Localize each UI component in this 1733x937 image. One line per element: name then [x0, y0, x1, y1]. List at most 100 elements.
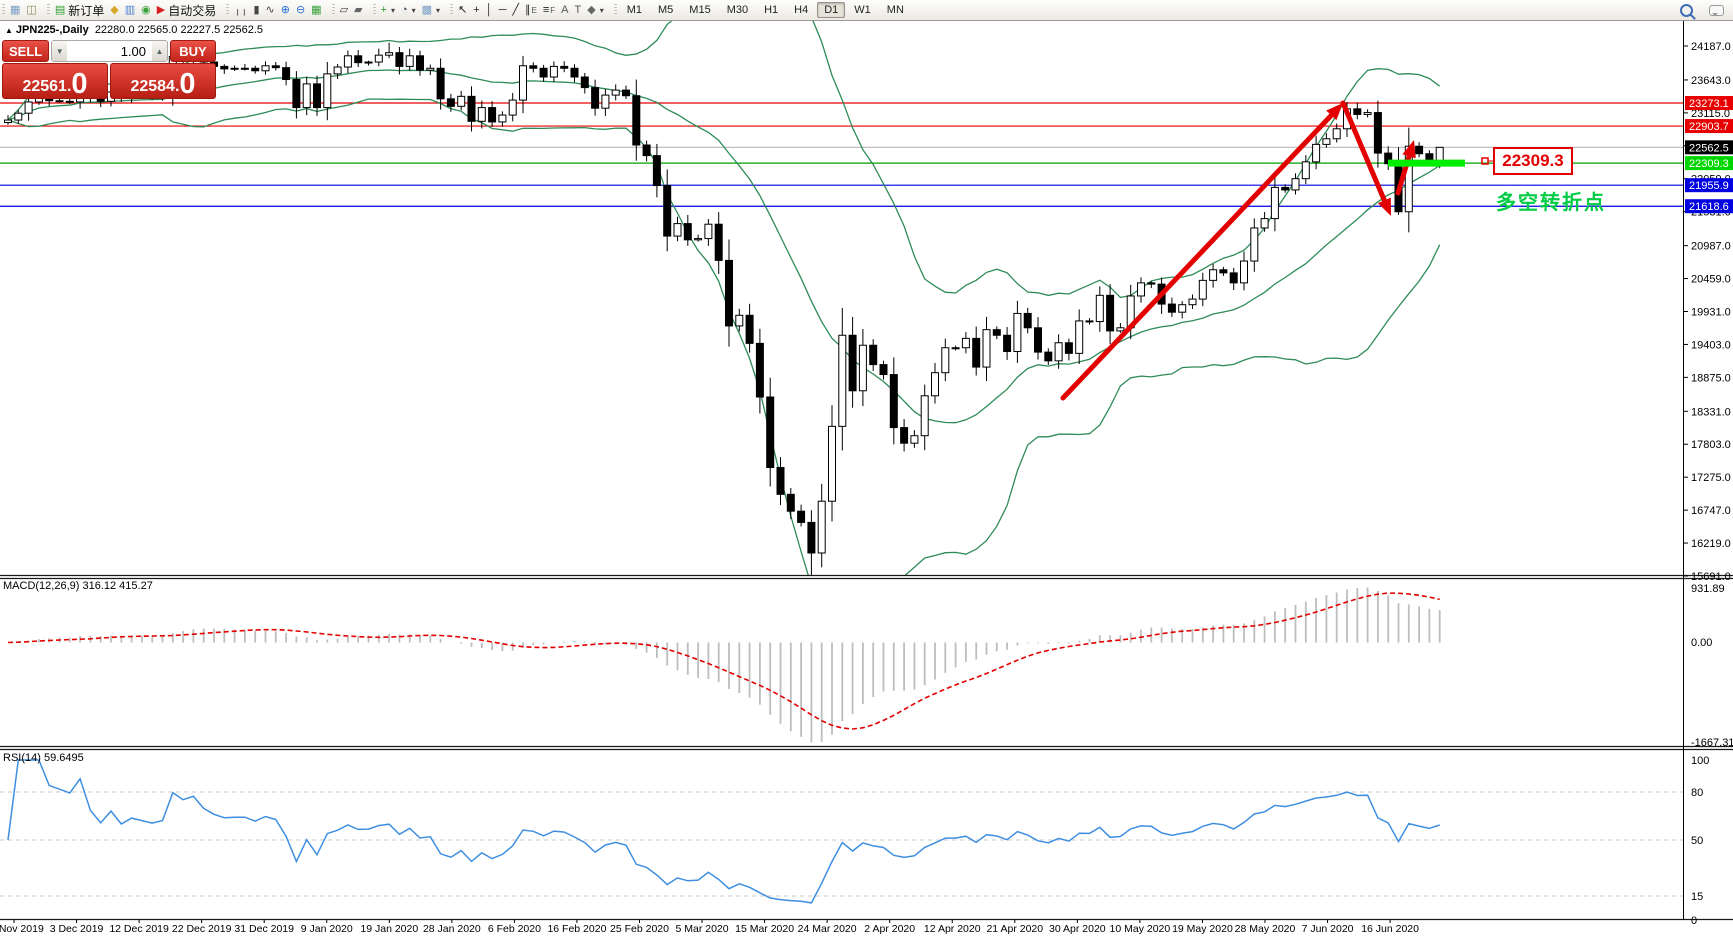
candlestick-chart-button[interactable]: ▮: [250, 1, 262, 19]
vertical-line-button[interactable]: │: [483, 1, 496, 19]
timeframe-group: M1 M5 M15 M30 H1 H4 D1 W1 MN: [612, 0, 917, 20]
turning-point-annotation: 多空转折点: [1496, 192, 1606, 214]
bar-chart-button[interactable]: ╷╷: [231, 1, 250, 19]
oneclick-collapse-icon[interactable]: ▲: [5, 26, 13, 35]
timeframe-h4[interactable]: H4: [794, 4, 809, 16]
svg-text:6 Feb 2020: 6 Feb 2020: [488, 923, 541, 935]
vertical-line-icon: │: [485, 4, 493, 16]
volume-increase-button[interactable]: ▲: [152, 41, 167, 61]
history-center-button[interactable]: ◆: [107, 1, 121, 19]
main-toolbar: ▦ ◫ ▤ 新订单 ◆ ▥ ◉ ▶ 自动交易 ╷╷ ▮ ∿ ⊕ ⊖ ▦ ▱ ▰ + ▾ ◔ ▾ ▩ ▾ ↖ + │ ─ ╱ ∥ E ≡ F A T…: [0, 0, 1733, 21]
one-click-trading-panel: SELL ▼ ▲ BUY 22561. 0 22584. 0: [2, 40, 216, 99]
timeframe-h1[interactable]: H1: [764, 4, 779, 16]
macd-name: MACD(12,26,9): [3, 580, 80, 592]
indicators-button[interactable]: + ▾: [378, 1, 398, 19]
buy-price[interactable]: 22584. 0: [110, 63, 216, 99]
macd-values: 316.12 415.27: [82, 580, 153, 592]
svg-text:5 Mar 2020: 5 Mar 2020: [675, 923, 728, 935]
profiles-button[interactable]: ◫: [23, 1, 39, 19]
search-icon: [1680, 3, 1693, 17]
buy-button[interactable]: BUY: [170, 40, 216, 62]
zigzag-arrows: [1060, 100, 1416, 401]
svg-text:22 Dec 2019: 22 Dec 2019: [172, 923, 232, 935]
chat-button[interactable]: [1706, 1, 1727, 19]
timeframe-mn[interactable]: MN: [886, 4, 904, 16]
sell-price[interactable]: 22561. 0: [2, 63, 108, 99]
new-order-icon: ▤: [54, 4, 66, 16]
timeframe-m1[interactable]: M1: [626, 4, 643, 16]
bar-chart-icon: ╷╷: [234, 4, 248, 16]
line-chart-button[interactable]: ∿: [263, 1, 278, 19]
svg-text:15 Mar 2020: 15 Mar 2020: [735, 923, 794, 935]
new-order-button[interactable]: ▤ 新订单: [52, 1, 107, 19]
text-button[interactable]: A: [558, 1, 571, 19]
rsi-scale: 100 80 50 15 0: [1691, 755, 1709, 927]
timeframe-m5[interactable]: M5: [658, 4, 674, 16]
svg-text:19403.0: 19403.0: [1691, 339, 1731, 351]
svg-text:31 Dec 2019: 31 Dec 2019: [234, 923, 294, 935]
tile-windows-button[interactable]: ▦: [308, 1, 324, 19]
svg-text:19931.0: 19931.0: [1691, 306, 1731, 318]
svg-text:0.00: 0.00: [1691, 637, 1712, 649]
new-chart-button[interactable]: ▦: [7, 1, 23, 19]
label-button[interactable]: T: [572, 1, 585, 19]
trendline-icon: ╱: [512, 4, 520, 16]
timeframe-m30[interactable]: M30: [726, 4, 749, 16]
green-zone: [1388, 157, 1493, 167]
zoom-out-button[interactable]: ⊖: [293, 1, 308, 19]
candlestick-chart-icon: ▮: [253, 4, 260, 16]
templates-icon: ▩: [421, 4, 433, 16]
toolbar-group-objects: ↖ + │ ─ ╱ ∥ E ≡ F A T ◆ ▾: [448, 0, 612, 20]
metaeditor-button[interactable]: ▥: [122, 1, 138, 19]
fibonacci-icon: ≡: [542, 4, 550, 16]
svg-text:28 May 2020: 28 May 2020: [1235, 923, 1296, 935]
price-axis: 24187.023643.023115.022587.022059.021531…: [1683, 41, 1731, 583]
objects-window-button[interactable]: ▰: [351, 1, 365, 19]
horizontal-line-button[interactable]: ─: [496, 1, 510, 19]
crosshair-button[interactable]: +: [470, 1, 482, 19]
svg-text:22903.7: 22903.7: [1689, 121, 1729, 133]
macd-scale: 931.89 0.00 -1667.31: [1691, 583, 1733, 749]
trendline-button[interactable]: ╱: [509, 1, 522, 19]
macd-layer: [7, 587, 1441, 743]
autotrading-button[interactable]: ▶ 自动交易: [154, 1, 219, 19]
indicator-window-button[interactable]: ▱: [337, 1, 351, 19]
history-center-icon: ◆: [110, 4, 119, 16]
timeframe-d1[interactable]: D1: [817, 2, 846, 18]
templates-button[interactable]: ▩ ▾: [419, 1, 443, 19]
horizontal-line-icon: ─: [498, 4, 507, 16]
candles-layer: [4, 42, 1444, 575]
toolbar-group-insert: + ▾ ◔ ▾ ▩ ▾: [371, 0, 449, 20]
rsi-name: RSI(14): [3, 752, 41, 764]
svg-text:2 Apr 2020: 2 Apr 2020: [864, 923, 915, 935]
volume-input[interactable]: [67, 41, 152, 61]
svg-text:20987.0: 20987.0: [1691, 241, 1731, 253]
tile-windows-icon: ▦: [311, 4, 322, 16]
crosshair-icon: +: [473, 4, 480, 16]
symbol-bar: ▲ JPN225-,Daily 22280.0 22565.0 22227.5 2…: [5, 24, 263, 36]
zoom-in-button[interactable]: ⊕: [278, 1, 293, 19]
price-callout-box[interactable]: 22309.3: [1493, 147, 1573, 175]
cursor-button[interactable]: ↖: [455, 1, 470, 19]
strategy-tester-button[interactable]: ◉: [138, 1, 154, 19]
channel-button[interactable]: ∥ E: [522, 1, 540, 19]
svg-text:-1667.31: -1667.31: [1691, 737, 1733, 749]
periods-button[interactable]: ◔ ▾: [398, 1, 419, 19]
rsi-label: RSI(14) 59.6495: [3, 752, 84, 764]
fibonacci-button[interactable]: ≡ F: [540, 1, 558, 19]
search-button[interactable]: [1677, 1, 1696, 19]
svg-text:12 Dec 2019: 12 Dec 2019: [109, 923, 169, 935]
timeframe-w1[interactable]: W1: [854, 4, 871, 16]
shapes-button[interactable]: ◆ ▾: [584, 1, 606, 19]
svg-text:21618.6: 21618.6: [1689, 201, 1729, 213]
svg-text:9 Jan 2020: 9 Jan 2020: [301, 923, 353, 935]
sell-button[interactable]: SELL: [2, 40, 50, 62]
volume-decrease-button[interactable]: ▼: [52, 41, 68, 61]
toolbar-group-chart-modes: ╷╷ ▮ ∿ ⊕ ⊖ ▦: [224, 0, 329, 20]
timeframe-m15[interactable]: M15: [689, 4, 711, 16]
svg-text:10 May 2020: 10 May 2020: [1110, 923, 1171, 935]
svg-text:17803.0: 17803.0: [1691, 439, 1731, 451]
new-chart-icon: ▦: [10, 4, 21, 16]
